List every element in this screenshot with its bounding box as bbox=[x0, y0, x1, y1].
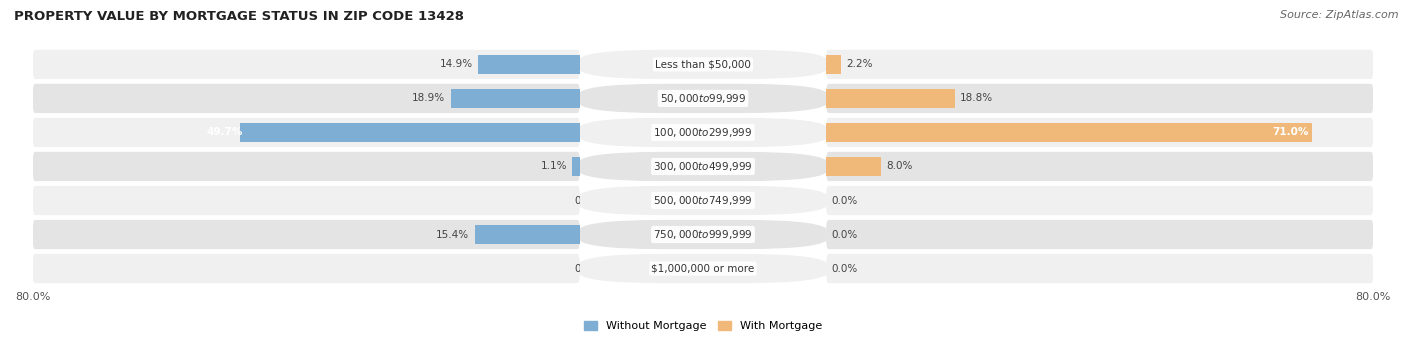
Text: 14.9%: 14.9% bbox=[439, 59, 472, 70]
Text: 49.7%: 49.7% bbox=[207, 128, 243, 137]
Text: $750,000 to $999,999: $750,000 to $999,999 bbox=[654, 228, 752, 241]
FancyBboxPatch shape bbox=[578, 186, 828, 215]
FancyBboxPatch shape bbox=[578, 220, 828, 249]
Bar bbox=[240, 123, 579, 142]
FancyBboxPatch shape bbox=[827, 186, 1374, 215]
Text: 2.2%: 2.2% bbox=[846, 59, 873, 70]
FancyBboxPatch shape bbox=[827, 84, 1374, 113]
Text: $300,000 to $499,999: $300,000 to $499,999 bbox=[654, 160, 752, 173]
Text: Less than $50,000: Less than $50,000 bbox=[655, 59, 751, 70]
Bar bbox=[827, 157, 880, 176]
FancyBboxPatch shape bbox=[32, 118, 579, 147]
FancyBboxPatch shape bbox=[827, 152, 1374, 181]
Text: Source: ZipAtlas.com: Source: ZipAtlas.com bbox=[1281, 10, 1399, 20]
Text: 0.0%: 0.0% bbox=[831, 229, 858, 239]
FancyBboxPatch shape bbox=[827, 118, 1374, 147]
Text: 71.0%: 71.0% bbox=[1272, 128, 1309, 137]
FancyBboxPatch shape bbox=[32, 220, 579, 249]
Text: 0.0%: 0.0% bbox=[575, 195, 600, 206]
FancyBboxPatch shape bbox=[32, 152, 579, 181]
FancyBboxPatch shape bbox=[827, 254, 1374, 283]
FancyBboxPatch shape bbox=[578, 84, 828, 113]
Text: $1,000,000 or more: $1,000,000 or more bbox=[651, 264, 755, 273]
FancyBboxPatch shape bbox=[32, 254, 579, 283]
FancyBboxPatch shape bbox=[827, 50, 1374, 79]
Text: $50,000 to $99,999: $50,000 to $99,999 bbox=[659, 92, 747, 105]
Text: PROPERTY VALUE BY MORTGAGE STATUS IN ZIP CODE 13428: PROPERTY VALUE BY MORTGAGE STATUS IN ZIP… bbox=[14, 10, 464, 23]
Text: 0.0%: 0.0% bbox=[575, 264, 600, 273]
FancyBboxPatch shape bbox=[32, 84, 579, 113]
Bar bbox=[475, 225, 579, 244]
Text: 18.8%: 18.8% bbox=[960, 93, 993, 103]
Text: 8.0%: 8.0% bbox=[886, 162, 912, 172]
Text: 18.9%: 18.9% bbox=[412, 93, 446, 103]
Text: 15.4%: 15.4% bbox=[436, 229, 470, 239]
FancyBboxPatch shape bbox=[32, 186, 579, 215]
Bar bbox=[827, 89, 955, 108]
Bar bbox=[827, 123, 1312, 142]
FancyBboxPatch shape bbox=[578, 152, 828, 181]
Text: $100,000 to $299,999: $100,000 to $299,999 bbox=[654, 126, 752, 139]
Text: 0.0%: 0.0% bbox=[831, 195, 858, 206]
Text: 1.1%: 1.1% bbox=[540, 162, 567, 172]
Bar bbox=[450, 89, 579, 108]
Text: 0.0%: 0.0% bbox=[831, 264, 858, 273]
FancyBboxPatch shape bbox=[578, 50, 828, 79]
FancyBboxPatch shape bbox=[578, 118, 828, 147]
FancyBboxPatch shape bbox=[827, 220, 1374, 249]
FancyBboxPatch shape bbox=[578, 254, 828, 283]
FancyBboxPatch shape bbox=[32, 50, 579, 79]
Bar bbox=[478, 55, 579, 74]
Bar bbox=[827, 55, 841, 74]
Text: $500,000 to $749,999: $500,000 to $749,999 bbox=[654, 194, 752, 207]
Bar bbox=[572, 157, 579, 176]
Legend: Without Mortgage, With Mortgage: Without Mortgage, With Mortgage bbox=[579, 316, 827, 336]
